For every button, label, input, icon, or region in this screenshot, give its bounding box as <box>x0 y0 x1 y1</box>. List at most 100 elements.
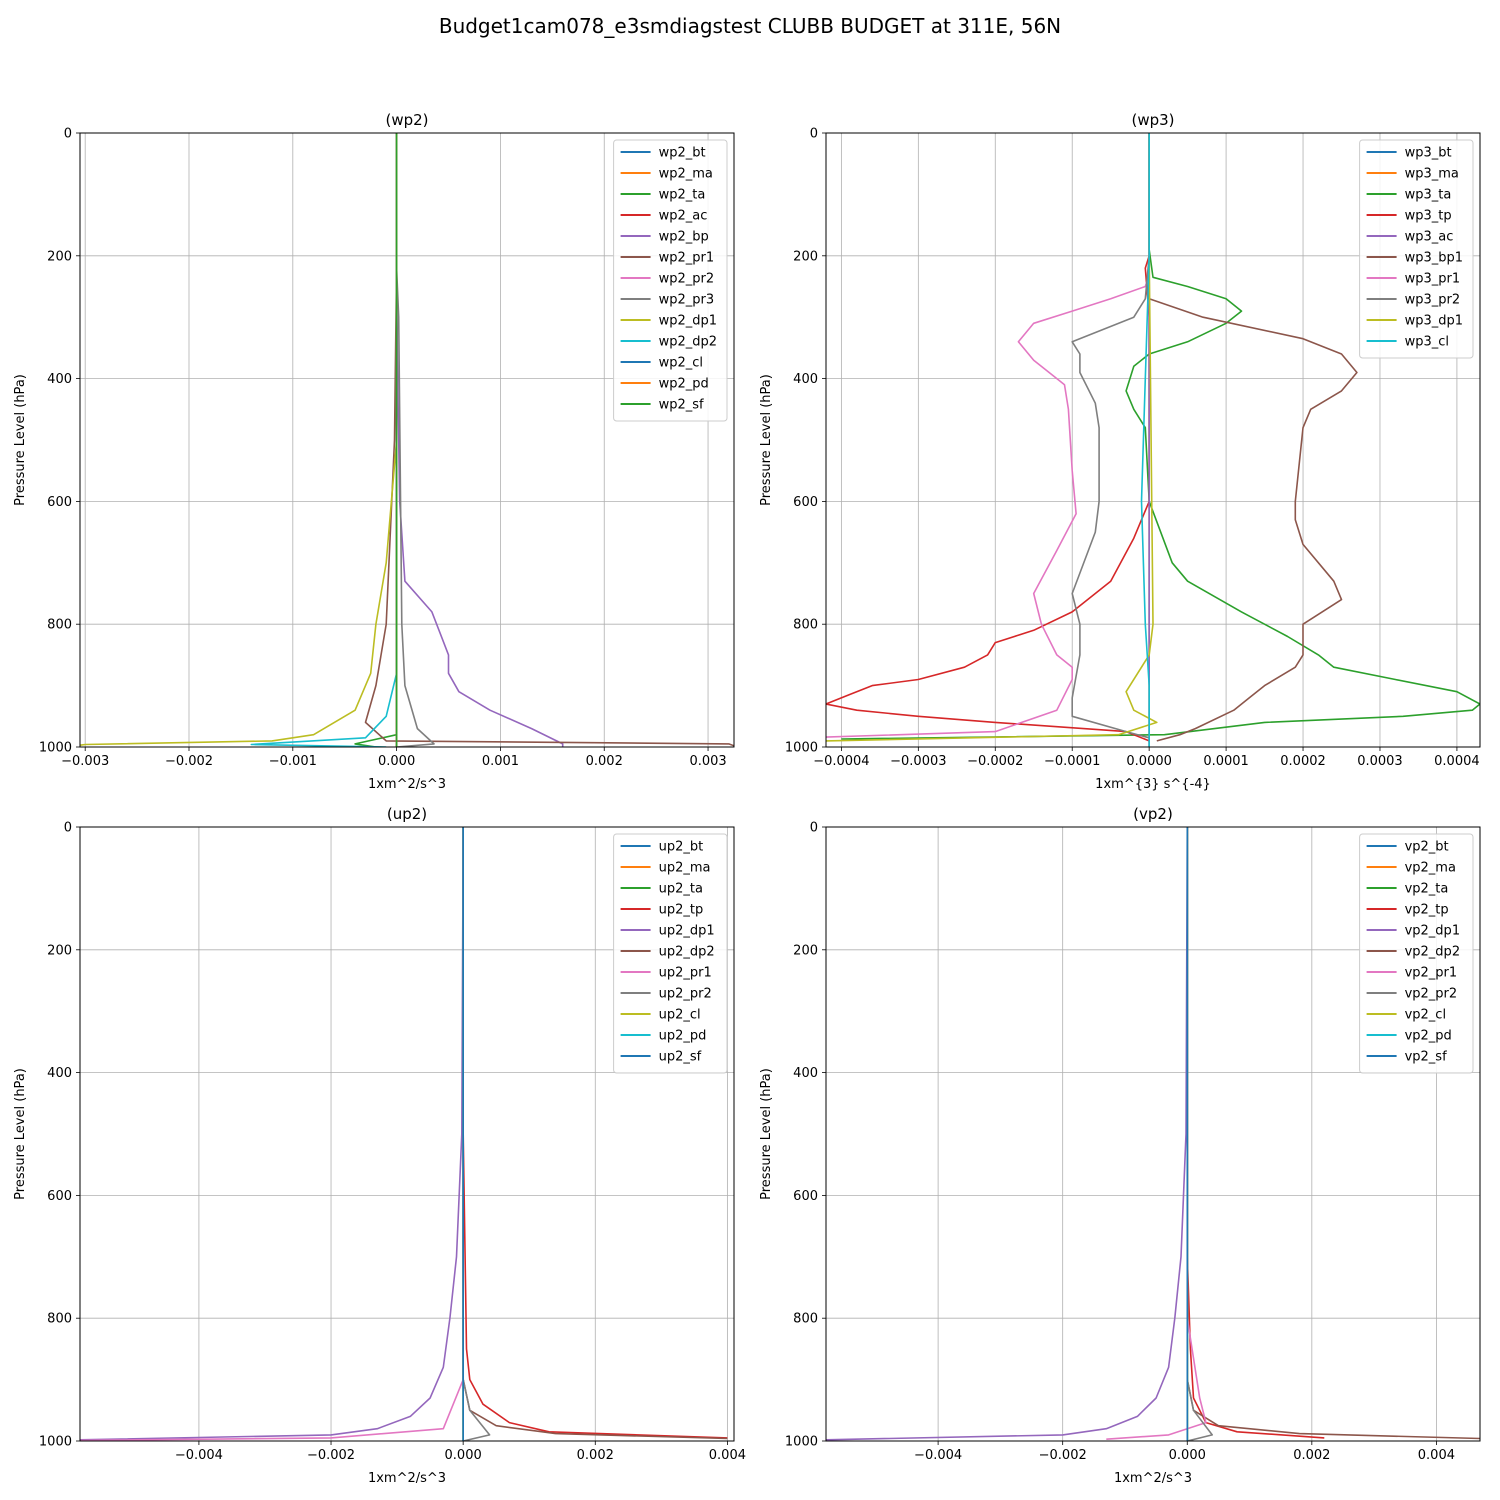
legend-label: wp2_ma <box>659 167 713 182</box>
x-tick-label: 0.004 <box>1418 1448 1455 1463</box>
y-tick-label: 0 <box>810 127 818 142</box>
x-tick-label: 0.0003 <box>1357 754 1403 769</box>
y-tick-label: 800 <box>47 1312 72 1327</box>
y-axis-label: Pressure Level (hPa) <box>13 1068 28 1200</box>
series-line-vp2_dp1 <box>826 827 1189 1441</box>
series-line-wp3_ta <box>841 133 1480 740</box>
x-tick-label: −0.0001 <box>1044 754 1100 769</box>
x-tick-label: 0.0001 <box>1203 754 1249 769</box>
legend-label: up2_pr1 <box>659 966 712 981</box>
y-tick-label: 0 <box>64 127 72 142</box>
series-line-wp3_pr2 <box>1071 133 1150 739</box>
plot-frame <box>825 826 1481 1442</box>
x-tick-label: −0.002 <box>165 754 213 769</box>
series-group <box>826 827 1480 1441</box>
legend-label: vp2_ma <box>1405 861 1456 876</box>
series-line-up2_dp1 <box>80 827 465 1441</box>
legend-label: wp3_tp <box>1405 209 1452 224</box>
series-line-wp2_dp1 <box>80 133 398 746</box>
y-tick-label: 1000 <box>785 1435 818 1450</box>
series-group <box>80 133 734 747</box>
y-tick-label: 0 <box>810 821 818 836</box>
plot-frame <box>79 826 735 1442</box>
legend-label: vp2_dp2 <box>1405 945 1461 960</box>
legend-label: vp2_bt <box>1405 840 1449 855</box>
y-tick-label: 400 <box>793 1066 818 1081</box>
y-tick-label: 200 <box>47 249 72 264</box>
series-line-wp3_dp1 <box>826 133 1158 742</box>
legend-label: wp3_pr1 <box>1405 272 1461 287</box>
legend: wp3_bt wp3_ma wp3_ta wp3_tp wp3_ac wp3_bp1 wp3… <box>1359 139 1474 359</box>
chart-panel-3: −0.004 −0.002 0.000 0.002 0.004 0 200 400 600 800… <box>13 805 746 1486</box>
y-tick-label: 600 <box>47 1189 72 1204</box>
legend: up2_bt up2_ma up2_ta up2_tp up2_dp1 up2_dp2up… <box>613 833 728 1074</box>
series-line-wp3_pr1 <box>826 133 1150 738</box>
legend-label: vp2_dp1 <box>1405 924 1461 939</box>
chart-panel-4: −0.004 −0.002 0.000 0.002 0.004 0 200 400 600 800… <box>759 805 1481 1486</box>
legend-label: wp2_ac <box>659 209 708 224</box>
x-axis-label: 1xm^2/s^3 <box>368 777 446 792</box>
y-tick-label: 800 <box>793 618 818 633</box>
x-tick-label: −0.0003 <box>890 754 946 769</box>
legend-label: wp3_pr2 <box>1405 293 1461 308</box>
legend-label: wp3_cl <box>1405 335 1449 350</box>
x-tick-label: −0.001 <box>269 754 317 769</box>
chart-panel-1: −0.003 −0.002 −0.001 0.000 0.001 0.002 0.003 0 2… <box>13 111 735 792</box>
series-line-wp2_ta <box>354 133 398 747</box>
x-tick-label: −0.0004 <box>813 754 869 769</box>
legend-label: vp2_pd <box>1405 1029 1452 1044</box>
series-line-wp3_tp <box>826 133 1150 742</box>
legend-label: vp2_pr2 <box>1405 987 1458 1002</box>
legend: vp2_bt vp2_ma vp2_ta vp2_tp vp2_dp1 vp2_dp2vp… <box>1359 833 1474 1074</box>
y-tick-label: 1000 <box>785 741 818 756</box>
legend-box <box>613 139 728 422</box>
y-tick-label: 0 <box>64 821 72 836</box>
x-tick-label: −0.004 <box>175 1448 223 1463</box>
legend-label: up2_bt <box>659 840 704 855</box>
legend-label: wp2_cl <box>659 356 703 371</box>
legend-label: wp3_ta <box>1405 188 1452 203</box>
x-tick-label: −0.002 <box>307 1448 355 1463</box>
y-tick-label: 1000 <box>39 1435 72 1450</box>
legend-label: up2_pd <box>659 1029 707 1044</box>
series-line-wp3_cl <box>1140 133 1150 747</box>
legend-label: up2_tp <box>659 903 704 918</box>
y-tick-label: 200 <box>47 943 72 958</box>
y-tick-label: 800 <box>793 1312 818 1327</box>
y-tick-label: 400 <box>47 1066 72 1081</box>
x-tick-label: −0.004 <box>914 1448 962 1463</box>
y-tick-label: 400 <box>47 372 72 387</box>
legend-label: up2_ma <box>659 861 711 876</box>
legend-label: up2_sf <box>659 1050 702 1065</box>
legend-label: wp2_pd <box>659 377 709 392</box>
x-tick-label: 0.000 <box>445 1448 482 1463</box>
legend: wp2_bt wp2_ma wp2_ta wp2_ac wp2_bp wp2_pr1 wp2… <box>613 139 728 422</box>
legend-label: wp3_dp1 <box>1405 314 1463 329</box>
x-axis-label: 1xm^2/s^3 <box>1114 1471 1192 1486</box>
plot-frame <box>79 132 735 748</box>
y-tick-label: 200 <box>793 249 818 264</box>
series-line-up2_pr1 <box>80 827 465 1441</box>
chart-panel-2: −0.0004 −0.0003 −0.0002 −0.0001 0.0000 0.0001… <box>759 111 1481 792</box>
figure-title: Budget1cam078_e3smdiagstest CLUBB BUDGET… <box>438 14 1062 38</box>
y-tick-label: 400 <box>793 372 818 387</box>
x-tick-label: 0.001 <box>482 754 519 769</box>
legend-label: wp2_pr2 <box>659 272 715 287</box>
legend-label: wp3_ac <box>1405 230 1454 245</box>
legend-label: vp2_ta <box>1405 882 1449 897</box>
panel-title: (wp2) <box>385 111 428 129</box>
x-tick-label: −0.002 <box>1039 1448 1087 1463</box>
legend-label: up2_cl <box>659 1008 701 1023</box>
y-tick-label: 1000 <box>39 741 72 756</box>
y-axis-label: Pressure Level (hPa) <box>759 374 774 506</box>
y-tick-label: 800 <box>47 618 72 633</box>
y-tick-label: 600 <box>793 1189 818 1204</box>
series-line-wp2_dp2 <box>250 133 398 747</box>
legend-label: wp2_pr1 <box>659 251 715 266</box>
series-line-vp2_tp <box>1186 827 1325 1439</box>
legend-label: up2_dp2 <box>659 945 715 960</box>
x-tick-label: 0.002 <box>586 754 623 769</box>
legend-label: wp2_dp2 <box>659 335 717 350</box>
x-axis-label: 1xm^{3} s^{-4} <box>1095 777 1211 792</box>
